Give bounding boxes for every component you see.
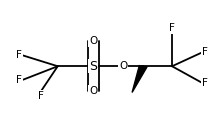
Text: F: F bbox=[169, 23, 175, 33]
Text: S: S bbox=[89, 60, 97, 73]
Text: F: F bbox=[202, 78, 208, 88]
Text: O: O bbox=[89, 86, 97, 96]
Polygon shape bbox=[132, 66, 147, 92]
Text: F: F bbox=[38, 91, 44, 101]
Text: F: F bbox=[16, 50, 22, 60]
Text: F: F bbox=[202, 47, 208, 57]
Text: O: O bbox=[119, 61, 127, 71]
Text: O: O bbox=[89, 36, 97, 46]
Text: F: F bbox=[16, 75, 22, 85]
